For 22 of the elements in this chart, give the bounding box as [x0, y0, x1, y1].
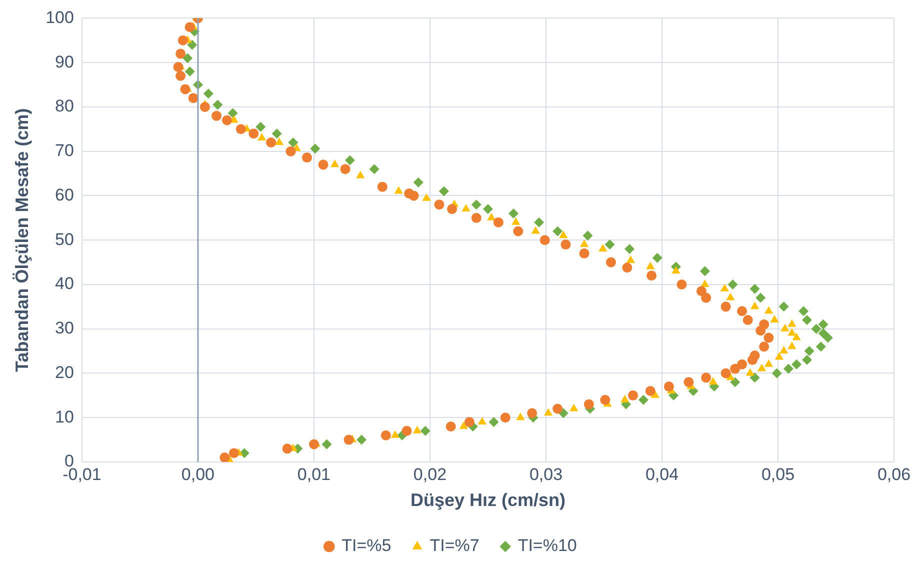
- x-tick-label: 0,01: [297, 464, 331, 484]
- y-tick-label: 30: [55, 318, 74, 338]
- x-tick-label: 0,05: [761, 464, 795, 484]
- x-tick-label: 0,03: [529, 464, 563, 484]
- legend-label: TI=%7: [430, 536, 480, 556]
- x-tick-label: 0,04: [645, 464, 679, 484]
- y-tick-label: 80: [55, 96, 74, 116]
- y-tick-label: 20: [55, 362, 74, 382]
- y-tick-label: 50: [55, 230, 74, 249]
- y-tick-label: 40: [55, 274, 74, 294]
- y-tick-label: 100: [46, 8, 74, 27]
- x-tick-label: 0,06: [877, 464, 911, 484]
- x-axis-title: Düşey Hız (cm/sn): [410, 490, 566, 510]
- legend-label: TI=%10: [518, 536, 577, 556]
- legend-label: TI=%5: [342, 536, 392, 556]
- x-tick-label: 0,02: [413, 464, 447, 484]
- y-tick-label: 10: [55, 407, 74, 426]
- x-tick-label: 0,00: [181, 464, 215, 484]
- y-tick-label: 70: [55, 141, 74, 160]
- y-tick-label: 60: [55, 185, 74, 204]
- y-axis-title: Tabandan Ölçülen Mesafe (cm): [12, 108, 32, 372]
- y-tick-label: 90: [55, 52, 74, 72]
